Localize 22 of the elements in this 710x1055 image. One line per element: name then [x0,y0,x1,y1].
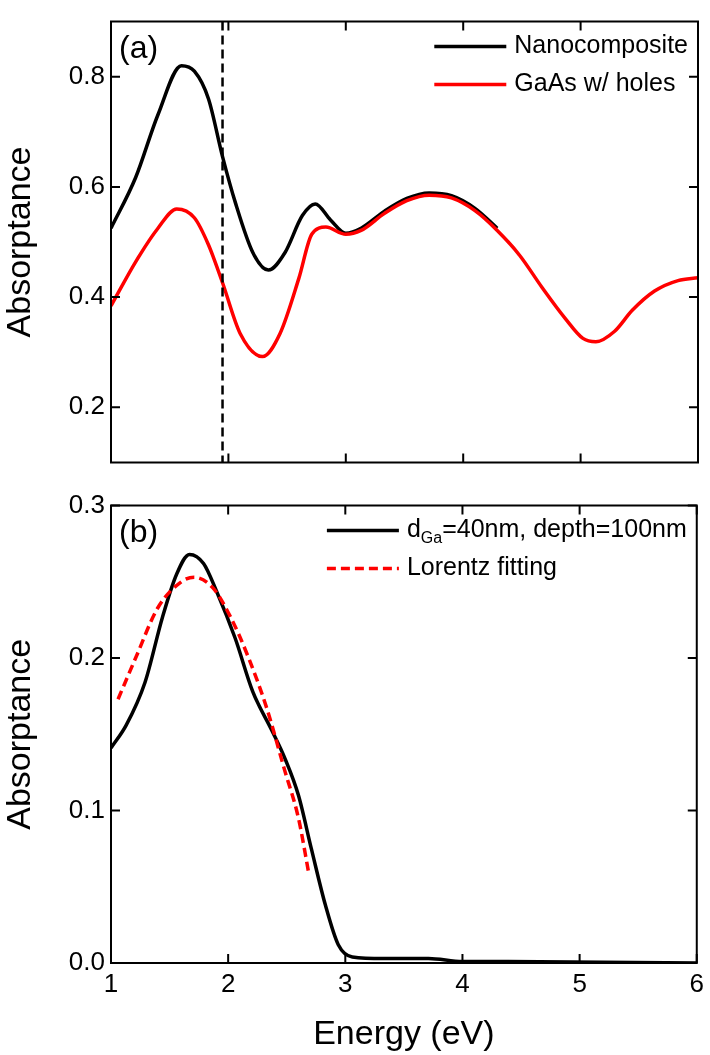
y-tick-label: 0.3 [68,488,105,519]
x-tick-label: 5 [572,967,587,998]
legend-label: Nanocomposite [514,30,689,59]
legend-label: Lorentz fitting [406,552,557,581]
y-tick-label: 0.1 [68,793,105,824]
y-axis-title: Absorptance [0,146,37,338]
y-tick-label: 0.0 [68,946,105,977]
y-tick-label: 0.6 [68,170,105,201]
y-tick-label: 0.4 [68,280,105,311]
x-tick-label: 3 [338,967,353,998]
x-tick-label: 6 [689,967,704,998]
annotation: (b) [119,512,159,549]
y-tick-label: 0.8 [68,59,105,90]
x-axis-title: Energy (eV) [313,1012,495,1051]
x-tick-label: 1 [103,967,119,998]
y-axis-title: Absorptance [0,638,37,830]
y-tick-label: 0.2 [68,390,105,421]
x-tick-label: 2 [220,967,236,998]
y-tick-label: 0.2 [68,641,105,672]
x-tick-label: 4 [455,967,470,998]
annotation: (a) [119,28,159,65]
legend-label: GaAs w/ holes [514,68,676,97]
